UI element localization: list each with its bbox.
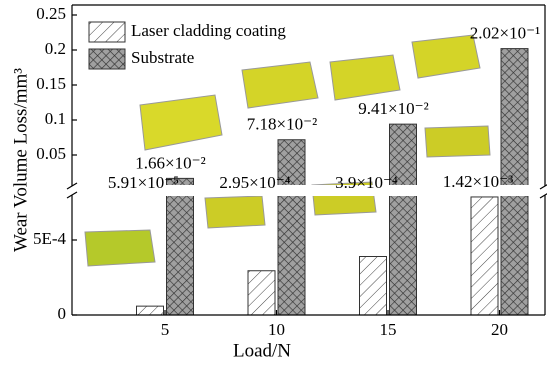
legend-label: Substrate — [131, 48, 194, 67]
value-label: 7.18×10⁻² — [247, 115, 317, 134]
chart: Load/N Wear Volume Loss/mm³ 5.91×10⁻⁵ 2.9… — [0, 0, 547, 365]
y-tick-label: 0.25 — [36, 4, 66, 23]
x-tick-label: 20 — [491, 320, 508, 339]
y-tick-label: 0 — [58, 304, 67, 323]
x-tick-label: 10 — [268, 320, 285, 339]
value-label: 9.41×10⁻² — [358, 99, 428, 118]
bar — [167, 178, 194, 315]
y-tick-label: 0.2 — [45, 39, 66, 58]
y-tick-label: 0.15 — [36, 74, 66, 93]
value-label: 5.91×10⁻⁵ — [108, 173, 179, 192]
value-label: 3.9×10⁻⁴ — [335, 173, 398, 192]
y-axis-title: Wear Volume Loss/mm³ — [10, 68, 31, 252]
y-tick-label: 0.05 — [36, 144, 66, 163]
bar — [360, 257, 387, 316]
bar — [248, 271, 275, 315]
legend-swatch — [89, 22, 125, 42]
y-tick-label: 5E-4 — [33, 229, 67, 248]
value-label: 1.42×10⁻³ — [443, 172, 513, 191]
value-label: 2.02×10⁻¹ — [470, 24, 540, 43]
x-tick-label: 15 — [380, 320, 397, 339]
value-label: 2.95×10⁻⁴ — [219, 173, 290, 192]
y-tick-label: 0.1 — [45, 109, 66, 128]
bar — [278, 140, 305, 315]
x-tick-label: 5 — [161, 320, 170, 339]
value-label: 1.66×10⁻² — [135, 153, 205, 172]
bar — [137, 306, 164, 315]
legend-label: Laser cladding coating — [131, 21, 286, 40]
legend-swatch — [89, 49, 125, 69]
page: {"chart_data": {"type": "bar", "x_label"… — [0, 0, 547, 365]
x-axis-title: Load/N — [233, 340, 291, 361]
bar — [390, 124, 417, 315]
bar — [471, 197, 498, 315]
